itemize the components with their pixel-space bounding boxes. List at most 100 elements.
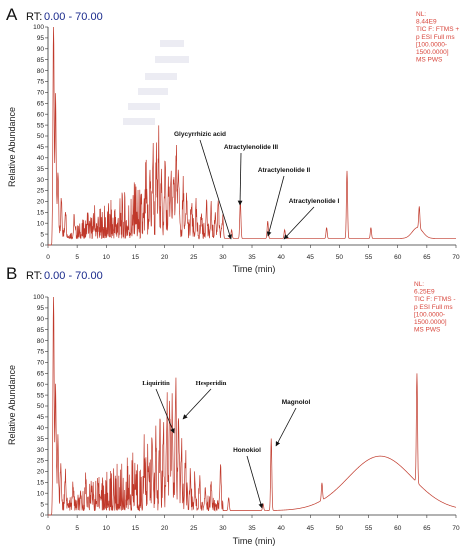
annotation-label: Atractylenolide II [258,167,311,174]
nl-info-line: MS PWS [416,57,443,64]
nl-info-line: MS PWS [414,327,441,334]
panel-b-letter: B [6,264,17,283]
x-tick-label: 15 [132,525,140,532]
y-tick-label: 85 [37,57,45,64]
nl-info-line: p ESI Full ms [414,304,453,311]
annotation-label: Atractylenolide III [224,144,278,151]
panel-a-ghost-watermark [123,40,189,125]
panel-a-rt-label: RT: [26,11,42,23]
panel-a-x-axis-title: Time (min) [233,264,276,274]
y-tick-label: 65 [37,371,45,378]
y-tick-label: 40 [37,155,45,162]
annotation-arrow [199,139,232,240]
y-tick-label: 85 [37,327,45,334]
panel-a-letter: A [6,5,18,24]
y-tick-label: 95 [37,35,45,42]
x-tick-label: 20 [161,254,169,261]
annotation-label: Glycyrrhizic acid [174,131,226,138]
y-tick-label: 40 [37,425,45,432]
annotation-label: Atractylenolide I [289,198,340,205]
y-tick-label: 75 [37,79,45,86]
y-tick-label: 0 [40,242,44,249]
y-tick-label: 60 [37,111,45,118]
y-tick-label: 70 [37,360,45,367]
x-tick-label: 40 [278,254,286,261]
y-tick-label: 20 [37,469,45,476]
y-tick-label: 10 [37,220,45,227]
x-tick-label: 25 [190,525,198,532]
x-tick-label: 35 [248,525,256,532]
x-tick-label: 65 [423,254,431,261]
y-tick-label: 55 [37,122,45,129]
y-tick-label: 45 [37,414,45,421]
y-tick-label: 50 [37,133,45,140]
nl-info-line: 1500.0000] [416,49,449,56]
annotation-arrow [237,152,243,206]
panel-b-x-axis-title: Time (min) [233,536,276,546]
y-tick-label: 0 [40,512,44,519]
panel-b-axes [45,296,457,518]
panel-b-y-tick-labels: 0 5 10 15 20 25 30 35 40 45 50 55 60 65 70 75 80 85 90 95 10… [33,294,44,519]
y-tick-label: 75 [37,349,45,356]
annotation-arrow [275,407,297,447]
panel-a-annotations: Glycyrrhizic acid Atractylenolide III Atra… [174,131,340,240]
panel-a-y-tick-labels: 0 5 10 15 20 25 30 35 40 45 50 55 60 65 70 75 80 85 90 95 10… [33,24,44,249]
panel-b-rt-label: RT: [26,270,42,282]
y-tick-label: 15 [37,480,45,487]
panel-a-axes [45,26,457,248]
x-tick-label: 55 [365,254,373,261]
panel-b-annotations: Liquiritin Hesperidin Honokiol Magnolol [142,380,311,509]
panel-b-x-tick-labels: 0 5 10 15 20 25 30 35 40 45 50 55 60 65 70 [46,525,460,532]
x-tick-label: 15 [132,254,140,261]
x-tick-label: 45 [307,254,315,261]
y-tick-label: 20 [37,199,45,206]
y-tick-label: 50 [37,403,45,410]
y-tick-label: 5 [40,501,44,508]
panel-a-x-tick-labels: 0 5 10 15 20 25 30 35 40 45 50 55 60 65 70 [46,254,460,261]
y-tick-label: 65 [37,101,45,108]
y-tick-label: 35 [37,436,45,443]
x-tick-label: 65 [423,525,431,532]
y-tick-label: 90 [37,316,45,323]
y-tick-label: 55 [37,392,45,399]
nl-info-line: NL: [416,11,426,18]
x-tick-label: 50 [336,254,344,261]
x-tick-label: 70 [452,254,460,261]
x-tick-label: 35 [248,254,256,261]
x-tick-label: 10 [103,525,111,532]
panel-b-tic-trace [48,296,457,516]
annotation-arrow [266,175,285,237]
annotation-label: Honokiol [233,447,261,454]
x-tick-label: 55 [365,525,373,532]
y-tick-label: 35 [37,166,45,173]
y-tick-label: 30 [37,177,45,184]
annotation-arrow [155,388,175,434]
x-tick-label: 30 [219,254,227,261]
y-tick-label: 90 [37,46,45,53]
panel-b-y-axis-title: Relative Abundance [7,365,17,445]
y-tick-label: 5 [40,231,44,238]
nl-info-line: 8.44E9 [416,19,437,26]
x-tick-label: 70 [452,525,460,532]
nl-info-line: 1500.0000] [414,319,447,326]
panel-b-rt-range: 0.00 - 70.00 [44,270,103,282]
y-tick-label: 25 [37,458,45,465]
y-tick-label: 45 [37,144,45,151]
y-tick-label: 25 [37,188,45,195]
panel-a-rt-range: 0.00 - 70.00 [44,11,103,23]
x-tick-label: 60 [394,254,402,261]
nl-info-line: [100.0000- [416,41,447,48]
nl-info-line: 6.25E9 [414,289,435,296]
annotation-label: Magnolol [282,399,311,406]
x-tick-label: 45 [307,525,315,532]
nl-info-line: [100.0000- [414,311,445,318]
y-tick-label: 70 [37,90,45,97]
nl-info-line: p ESI Full ms [416,34,455,41]
y-tick-label: 60 [37,381,45,388]
y-tick-label: 30 [37,447,45,454]
